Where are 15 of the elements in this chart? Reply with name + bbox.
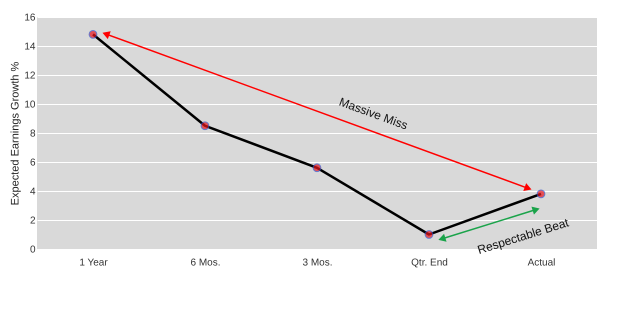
y-tick-label: 10 [24, 100, 36, 110]
y-tick-label: 14 [24, 42, 36, 52]
x-tick-label: Qtr. End [411, 258, 448, 268]
y-tick-label: 4 [30, 186, 36, 198]
x-tick-label: Actual [528, 258, 556, 268]
x-tick-label: 6 Mos. [190, 258, 221, 268]
x-tick-label: 3 Mos. [302, 258, 333, 268]
y-tick-label: 8 [30, 128, 36, 140]
y-axis-title: Expected Earnings Growth % [9, 61, 22, 206]
y-tick-label: 12 [24, 70, 36, 82]
y-tick-label: 6 [30, 158, 36, 168]
x-tick-label: 1 Year [79, 258, 108, 268]
y-tick-label: 0 [30, 244, 36, 256]
y-tick-label: 2 [30, 216, 36, 226]
y-tick-label: 16 [24, 12, 36, 24]
